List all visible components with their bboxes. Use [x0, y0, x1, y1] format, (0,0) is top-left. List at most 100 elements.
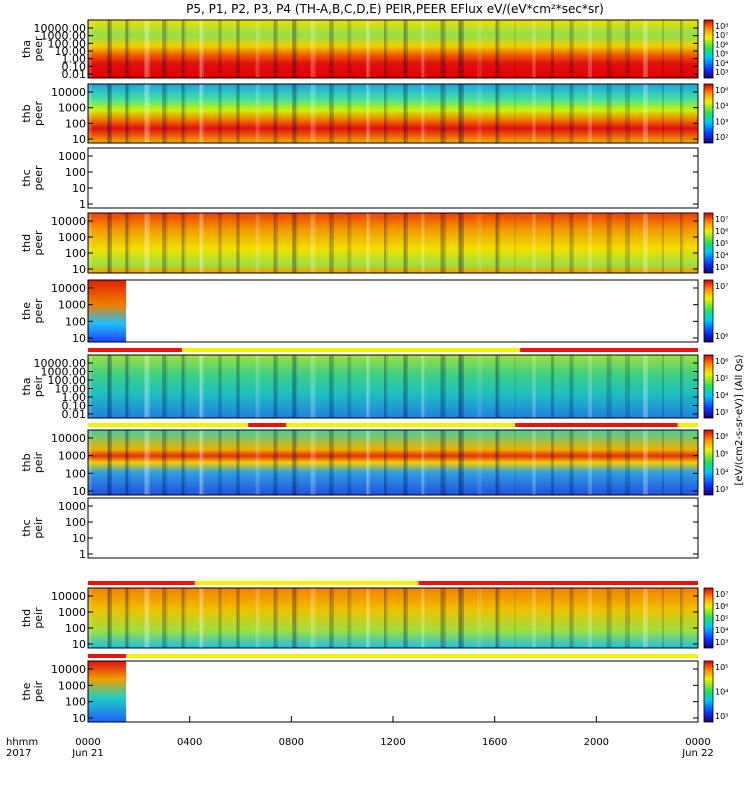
spectrogram-streak — [422, 213, 426, 273]
spectrogram-streak — [367, 430, 370, 495]
spectrogram-streak — [273, 20, 276, 78]
spectrogram-streak — [385, 430, 388, 495]
spectrogram-streak — [366, 84, 368, 143]
panel-thb-peer: 10000 1000 100 10 thb peer 10⁶ 10⁴ 10³ 10² — [20, 83, 728, 146]
spectrogram-streak — [606, 20, 610, 78]
spectrogram-fill — [88, 430, 698, 495]
spectrogram-streak — [108, 588, 112, 648]
spectrogram-streak — [644, 355, 646, 418]
colorbar — [703, 212, 714, 274]
spectrogram-streak — [329, 355, 334, 418]
colorbar — [703, 660, 714, 723]
spectrogram-streak — [126, 430, 130, 495]
spectrogram-streak — [367, 20, 370, 78]
spectrogram-streak — [162, 213, 166, 273]
spectrogram-streak — [662, 20, 664, 78]
spectrogram-fill — [88, 661, 127, 722]
spectrogram-streak — [293, 355, 298, 418]
spectrogram-streak — [182, 213, 184, 273]
spectrogram-streak — [644, 430, 646, 495]
spectrogram-streak — [107, 430, 110, 495]
spectrogram-streak — [255, 430, 258, 495]
spectrogram-streak — [533, 430, 536, 495]
panel-frame — [87, 354, 699, 419]
spectrogram-streak — [385, 84, 388, 143]
spectrogram-streak — [256, 213, 260, 273]
spectrogram-streak — [236, 84, 238, 143]
spectrogram-streak — [496, 84, 498, 143]
spectrogram-streak — [237, 588, 240, 648]
spectrogram-streak — [625, 355, 630, 418]
spectrogram-streak — [643, 84, 648, 143]
spectrogram-streak — [200, 588, 202, 648]
spectrogram-streak — [570, 213, 574, 273]
spectrogram-streak — [606, 355, 610, 418]
spectrogram-streak — [292, 588, 296, 648]
spectrogram-streak — [256, 84, 260, 143]
spectrogram-streak — [236, 20, 238, 78]
spectrogram-streak — [88, 213, 90, 273]
colorbar-tick-label: 10⁶ — [715, 40, 728, 49]
colorbar-tick-label: 10⁷ — [715, 215, 728, 224]
panel-frame — [87, 587, 699, 649]
colorbar-tick-label: 10³ — [715, 68, 728, 77]
spectrogram-streak — [643, 20, 648, 78]
spectrogram-streak — [125, 430, 128, 495]
spectrogram-streak — [181, 84, 186, 143]
spectrogram-streak — [256, 430, 260, 495]
spectrogram-streak — [218, 84, 220, 143]
spectrogram-streak — [347, 213, 352, 273]
colorbar-tick-label: 10⁵ — [715, 239, 728, 248]
y-tick-label: 0.01 — [62, 68, 87, 81]
spectrogram-streak — [440, 213, 444, 273]
spectrogram-streak — [458, 84, 462, 143]
spectrogram-streak — [182, 20, 184, 78]
y-tick-label: 10000 — [51, 590, 86, 603]
spectrogram-streak — [330, 430, 332, 495]
spectrogram-streak — [569, 355, 572, 418]
panel-species-label: peir — [32, 517, 45, 539]
spectrogram-streak — [384, 430, 386, 495]
y-tick-label: 100 — [65, 696, 86, 709]
spectrogram-streak — [329, 20, 334, 78]
spectrogram-streak — [310, 84, 314, 143]
spectrogram-streak — [347, 20, 352, 78]
spectrogram-fill — [88, 355, 698, 418]
panel-species-label: peer — [32, 101, 45, 127]
panel-probe-label: thc — [20, 519, 33, 536]
spectrogram-streak — [237, 20, 240, 78]
spectrogram-streak — [125, 84, 128, 143]
spectrogram-streak — [680, 588, 682, 648]
spectrogram-streak — [680, 20, 682, 78]
spectrogram-streak — [680, 213, 682, 273]
spectrogram-streak — [403, 84, 406, 143]
spectrogram-streak — [311, 20, 316, 78]
spectrogram-streak — [607, 588, 612, 648]
panel-probe-label: tha — [20, 40, 33, 58]
spectrogram-streak — [514, 355, 516, 418]
y-tick-label: 10000 — [51, 86, 86, 99]
spectrogram-streak — [607, 213, 612, 273]
spectrogram-streak — [422, 430, 426, 495]
spectrogram-streak — [569, 20, 572, 78]
spectrogram-streak — [607, 84, 612, 143]
panel-probe-label: the — [20, 302, 33, 320]
spectrogram-streak — [662, 355, 664, 418]
spectrogram-streak — [107, 213, 110, 273]
spectrogram-streak — [126, 20, 130, 78]
panel-probe-label: thd — [20, 609, 33, 627]
spectrogram-streak — [348, 430, 350, 495]
colorbar-tick-label: 10² — [715, 133, 728, 142]
spectrogram-streak — [236, 355, 238, 418]
y-tick-label: 10.00 — [55, 45, 87, 58]
panel-frame — [87, 429, 699, 496]
spectrogram-streak — [514, 213, 516, 273]
spectrogram-streak — [218, 430, 220, 495]
spectrogram-streak — [293, 213, 298, 273]
spectrogram-streak — [533, 213, 536, 273]
spectrogram-streak — [125, 213, 128, 273]
spectrogram-streak — [459, 588, 464, 648]
spectrogram-streak — [273, 355, 276, 418]
y-tick-label: 1000 — [58, 299, 86, 312]
spectrogram-streak — [422, 84, 426, 143]
